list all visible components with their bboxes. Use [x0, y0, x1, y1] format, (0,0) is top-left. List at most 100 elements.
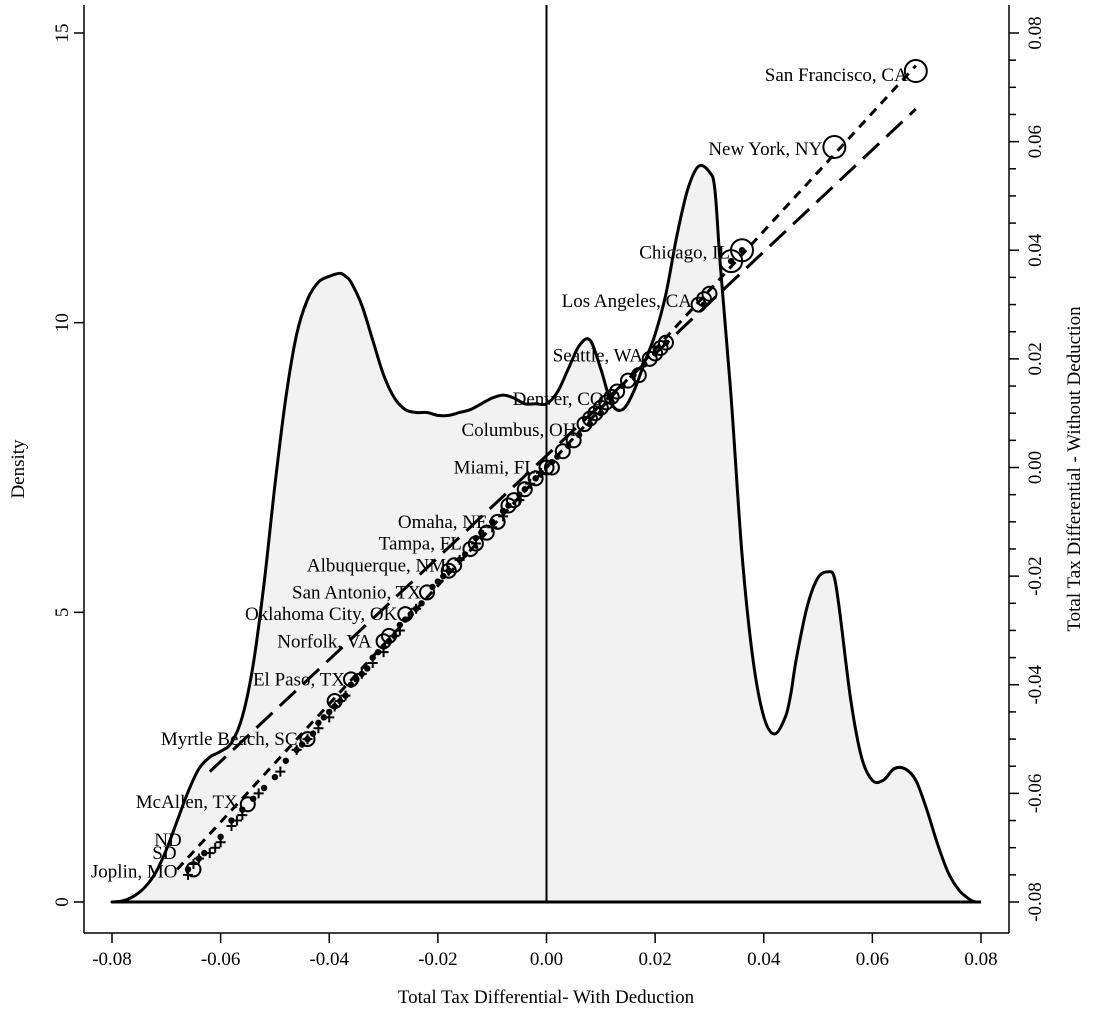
filled-dot-marker [364, 665, 371, 672]
x-tick-label: 0.02 [639, 949, 672, 970]
open-circle-marker [342, 671, 359, 688]
open-circle-marker [609, 383, 626, 400]
fit-line-long-dash [208, 107, 917, 773]
fit-line-short-dash [176, 64, 917, 871]
x-tick-label: 0.08 [964, 949, 997, 970]
open-circle-marker [500, 497, 517, 514]
x-tick-label: 0.06 [856, 949, 889, 970]
y-tick-label: 0 [52, 897, 73, 907]
open-circle-marker [701, 285, 718, 302]
open-circle-marker [652, 340, 669, 357]
city-label: ND [154, 830, 181, 851]
y2-tick-label: -0.02 [1025, 556, 1046, 596]
city-label: McAllen, TX [136, 792, 238, 813]
plus-marker [204, 848, 215, 859]
open-circle-marker [822, 135, 847, 160]
plus-marker [356, 668, 367, 679]
plus-marker [215, 837, 226, 848]
city-label: Chicago, IL [639, 242, 730, 263]
open-circle-marker [592, 399, 609, 416]
open-circle-marker [489, 513, 506, 530]
open-circle-marker [446, 557, 463, 574]
plus-marker [226, 820, 237, 831]
x-axis-title: Total Tax Differential- With Deduction [398, 987, 695, 1008]
y2-tick-label: 0.06 [1025, 125, 1046, 158]
open-circle-marker [516, 481, 533, 498]
plus-marker [210, 842, 221, 853]
filled-dot-marker [260, 784, 268, 792]
open-circle-marker [587, 405, 604, 422]
city-label: San Francisco, CA [765, 65, 908, 86]
y-tick-label: 10 [52, 313, 73, 332]
plus-marker [291, 744, 302, 755]
y2-tick-label: 0.08 [1025, 16, 1046, 49]
plus-marker [411, 603, 422, 614]
filled-dot-marker [326, 708, 333, 716]
open-circle-marker [565, 432, 582, 449]
filled-dot-marker [201, 849, 208, 857]
x-tick-label: -0.08 [92, 949, 132, 970]
city-label: Oklahoma City, OK [245, 604, 398, 625]
open-circle-marker [630, 367, 647, 384]
city-label: Omaha, NE [398, 512, 488, 533]
city-label: New York, NY [708, 139, 822, 160]
filled-dot-marker [396, 621, 404, 629]
open-circle-marker [505, 492, 522, 509]
x-tick-label: -0.02 [418, 949, 458, 970]
open-circle-marker [554, 443, 571, 460]
open-circle-marker [603, 388, 620, 405]
city-label: El Paso, TX [253, 669, 345, 690]
city-label: Albuquerque, NM [307, 555, 446, 576]
city-label: Joplin, MO [91, 861, 178, 882]
city-label: Denver, CO [513, 389, 604, 410]
open-circle-marker [543, 459, 560, 476]
filled-dot-marker [369, 654, 376, 661]
y-tick-label: 15 [52, 24, 73, 43]
open-circle-marker [239, 796, 256, 813]
filled-dot-marker [434, 578, 442, 585]
city-labels-layer: San Francisco, CA New York, NY Chicago, IL… [91, 65, 908, 882]
plus-marker [275, 766, 286, 777]
filled-dot-marker [228, 817, 235, 824]
city-label: SD [152, 843, 176, 864]
open-circle-marker [538, 459, 555, 476]
y2-tick-label: -0.04 [1025, 664, 1046, 704]
plus-marker [394, 625, 405, 636]
plus-marker [231, 815, 242, 826]
filled-dot-marker [532, 475, 539, 482]
plus-marker [193, 853, 204, 864]
filled-dot-marker [271, 773, 279, 781]
plus-marker [253, 788, 264, 799]
open-circle-marker [527, 470, 544, 487]
open-circle-marker [657, 334, 674, 351]
y2-tick-label: 0.00 [1025, 451, 1046, 484]
city-label: Tampa, FL [379, 534, 462, 555]
open-circle-marker [641, 350, 658, 367]
filled-dot-marker [282, 757, 289, 764]
open-circle-marker [380, 627, 397, 644]
x-tick-label: -0.06 [201, 949, 241, 970]
open-circle-marker [440, 562, 457, 579]
open-circle-marker [598, 394, 615, 411]
x-tick-label: -0.04 [309, 949, 349, 970]
x-tick-label: 0.04 [747, 949, 781, 970]
plus-marker [324, 712, 335, 723]
city-label: Seattle, WA [553, 345, 644, 366]
filled-dot-marker [374, 648, 382, 656]
open-circle-marker [903, 59, 928, 84]
plus-marker [313, 723, 324, 734]
fit-lines-layer [176, 5, 917, 902]
open-circle-marker [462, 540, 479, 557]
city-label: Columbus, OH [461, 420, 576, 441]
open-circle-marker [730, 238, 755, 263]
city-label: Miami, FL [454, 458, 536, 479]
x-tick-label: 0.00 [530, 949, 563, 970]
filled-dot-marker [217, 833, 224, 841]
city-label: Norfolk, VA [277, 631, 372, 652]
axes-layer: -0.08 -0.06 -0.04 -0.02 0.00 0.02 0.04 0.06 0.08… [52, 5, 1046, 970]
open-circle-marker [185, 861, 202, 878]
open-circle-marker [397, 606, 414, 623]
density-curve [110, 163, 978, 904]
open-circle-marker [647, 345, 664, 362]
